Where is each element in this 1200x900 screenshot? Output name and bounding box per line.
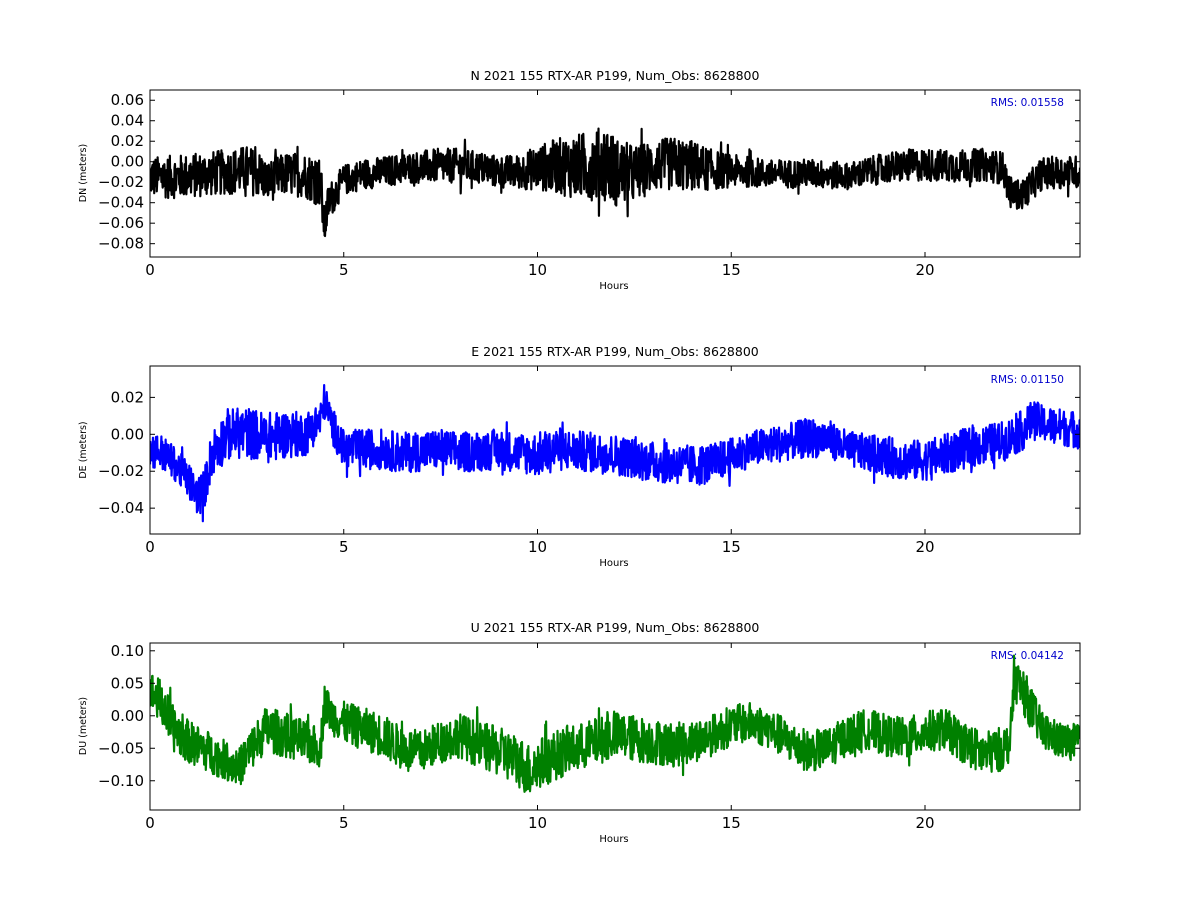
panel-east-rms-label: RMS: 0.01150: [991, 374, 1064, 386]
panel-north-y-tick-label: −0.02: [98, 173, 144, 191]
panel-east-title: E 2021 155 RTX-AR P199, Num_Obs: 8628800: [471, 344, 759, 359]
panel-north-plot-area: 0 5 10 15 20 −0.08 −0.06 −0.04 −0.02 0.00 0.02 0.04…: [98, 89, 1081, 279]
panel-north-x-tick-label: 10: [528, 261, 547, 279]
panel-up-x-tick-label: 15: [722, 814, 741, 832]
panel-north-series-line: [150, 127, 1080, 238]
panel-up-title: U 2021 155 RTX-AR P199, Num_Obs: 8628800: [471, 620, 760, 635]
panel-east-y-tick-label: −0.02: [98, 462, 144, 480]
panel-up-axes-frame: [149, 642, 1081, 811]
panel-north-y-tick-label: 0.04: [111, 112, 144, 130]
panel-north-y-tick-label: −0.08: [98, 235, 144, 253]
panel-north-y-tick-label: 0.00: [111, 153, 144, 171]
panel-up-series-line: [150, 654, 1080, 793]
panel-east-x-tick-label: 5: [339, 538, 349, 556]
panel-north-y-tick-label: 0.06: [111, 91, 144, 109]
panel-east-xlabel: Hours: [599, 558, 628, 569]
panel-east-ylabel: DE (meters): [78, 421, 89, 478]
panel-north-x-tick-label: 5: [339, 261, 349, 279]
panel-up-plot-area: 0 5 10 15 20 −0.10 −0.05 0.00 0.05 0.10: [98, 642, 1081, 832]
panel-east-y-tick-label: 0.02: [111, 388, 144, 406]
panel-up-rms-label: RMS: 0.04142: [991, 650, 1064, 662]
panel-north: N 2021 155 RTX-AR P199, Num_Obs: 8628800…: [78, 68, 1081, 292]
panel-east-series-line: [150, 383, 1080, 523]
panel-east-x-tick-label: 10: [528, 538, 547, 556]
panel-up-y-tick-label: 0.00: [111, 707, 144, 725]
panel-north-axes-frame: [149, 89, 1081, 258]
panel-up: U 2021 155 RTX-AR P199, Num_Obs: 8628800…: [78, 620, 1081, 845]
panel-east-x-tick-label: 15: [722, 538, 741, 556]
panel-north-y-tick-label: −0.04: [98, 194, 144, 212]
panel-up-y-tick-label: −0.05: [98, 739, 144, 757]
panel-east-y-tick-label: −0.04: [98, 499, 144, 517]
panel-north-x-tick-label: 0: [145, 261, 155, 279]
panel-up-x-tick-label: 0: [145, 814, 155, 832]
panel-up-x-tick-label: 5: [339, 814, 349, 832]
panel-up-ylabel: DU (meters): [78, 697, 89, 755]
panel-up-y-tick-label: 0.05: [111, 674, 144, 692]
panel-east-x-tick-label: 0: [145, 538, 155, 556]
panel-up-xlabel: Hours: [599, 834, 628, 845]
panel-north-ylabel: DN (meters): [78, 144, 89, 202]
panel-up-y-tick-label: −0.10: [98, 772, 144, 790]
panel-north-y-tick-label: −0.06: [98, 214, 144, 232]
panel-north-y-tick-label: 0.02: [111, 132, 144, 150]
panel-east-x-tick-label: 20: [915, 538, 934, 556]
panel-north-title: N 2021 155 RTX-AR P199, Num_Obs: 8628800: [471, 68, 760, 83]
panel-east-y-tick-label: 0.00: [111, 425, 144, 443]
panel-up-x-tick-label: 20: [915, 814, 934, 832]
panel-north-xlabel: Hours: [599, 281, 628, 292]
panel-up-x-tick-label: 10: [528, 814, 547, 832]
panel-east-axes-frame: [149, 365, 1081, 535]
panel-north-x-tick-label: 20: [915, 261, 934, 279]
panel-north-x-tick-label: 15: [722, 261, 741, 279]
panel-north-rms-label: RMS: 0.01558: [991, 97, 1064, 109]
panel-up-y-tick-label: 0.10: [111, 642, 144, 660]
panel-east: E 2021 155 RTX-AR P199, Num_Obs: 8628800…: [78, 344, 1081, 569]
panel-east-plot-area: 0 5 10 15 20 −0.04 −0.02 0.00 0.02: [98, 365, 1081, 556]
